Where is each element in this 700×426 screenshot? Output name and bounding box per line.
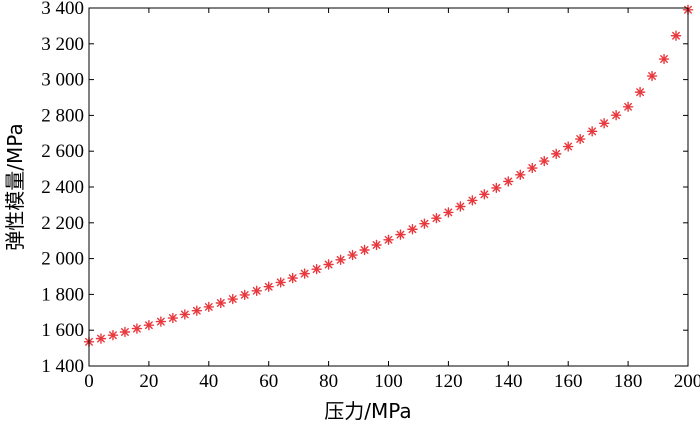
data-point [563, 141, 574, 152]
data-point [527, 162, 538, 174]
data-point [95, 333, 107, 344]
data-point [491, 182, 502, 194]
data-point [574, 133, 586, 145]
data-point [551, 148, 562, 160]
x-tick-label-6: 120 [434, 371, 463, 392]
x-tick-label-7: 140 [494, 371, 523, 392]
x-tick-label-10: 200 [674, 371, 700, 392]
x-tick-label-1: 20 [139, 371, 158, 392]
x-tick-label-0: 0 [84, 371, 94, 392]
x-tick-label-4: 80 [319, 371, 338, 392]
data-point [407, 224, 418, 235]
data-point [586, 126, 598, 137]
data-point [479, 189, 490, 200]
data-point [203, 301, 215, 313]
data-point [155, 316, 167, 327]
data-point [383, 234, 394, 246]
y-tick-label-3: 2 000 [41, 249, 84, 270]
data-point [131, 323, 143, 334]
y-tick-label-2: 1 800 [41, 284, 84, 305]
data-point [670, 30, 682, 41]
data-point [263, 281, 274, 292]
data-point [515, 169, 526, 181]
data-point [371, 239, 382, 251]
data-point [503, 176, 514, 187]
data-point [419, 218, 430, 229]
x-tick-label-8: 160 [554, 371, 583, 392]
data-point [395, 229, 406, 240]
plot-frame [88, 7, 689, 367]
data-point [658, 53, 670, 65]
data-point [119, 326, 131, 338]
y-tick-label-7: 2 800 [41, 105, 84, 126]
data-point [467, 195, 478, 206]
x-tick-label-2: 40 [199, 371, 218, 392]
data-point [215, 297, 226, 309]
data-point [143, 319, 155, 331]
x-tick-label-3: 60 [259, 371, 278, 392]
y-tick-label-1: 1 600 [41, 320, 84, 341]
data-point [323, 259, 334, 270]
data-point [287, 272, 298, 284]
y-tick-label-0: 1 400 [41, 356, 84, 377]
data-point [431, 212, 442, 224]
data-point [275, 277, 286, 288]
data-point [299, 268, 310, 279]
axis-ticks [88, 7, 689, 367]
data-point [167, 312, 179, 324]
data-point [646, 70, 658, 82]
data-point [227, 293, 238, 305]
tick-labels: 0 20 40 60 80 100 120 140 160 180 200 1 400 1 600 1 8… [41, 0, 700, 392]
data-point [622, 101, 634, 113]
x-axis-label: 压力/MPa [324, 399, 411, 423]
data-point [359, 244, 370, 256]
y-tick-label-4: 2 200 [41, 213, 84, 234]
data-point [311, 263, 322, 275]
y-axis-label: 弹性模量/MPa [3, 123, 27, 250]
data-point [610, 110, 622, 121]
data-point [598, 118, 610, 129]
data-point [191, 305, 203, 316]
data-point [634, 86, 646, 98]
y-tick-label-10: 3 400 [41, 0, 84, 19]
y-tick-label-6: 2 600 [41, 141, 84, 162]
x-tick-label-9: 180 [614, 371, 643, 392]
data-point [539, 155, 550, 167]
data-point [179, 309, 191, 320]
data-point [335, 254, 346, 266]
data-point [455, 201, 466, 212]
y-tick-label-8: 3 000 [41, 70, 84, 91]
data-point [239, 289, 250, 301]
data-point [347, 249, 358, 261]
x-tick-label-5: 100 [374, 371, 403, 392]
y-tick-label-9: 3 200 [41, 34, 84, 55]
data-point [107, 330, 119, 341]
data-point [251, 285, 262, 297]
data-markers [83, 4, 694, 348]
y-tick-label-5: 2 400 [41, 177, 84, 198]
data-point [443, 207, 454, 218]
